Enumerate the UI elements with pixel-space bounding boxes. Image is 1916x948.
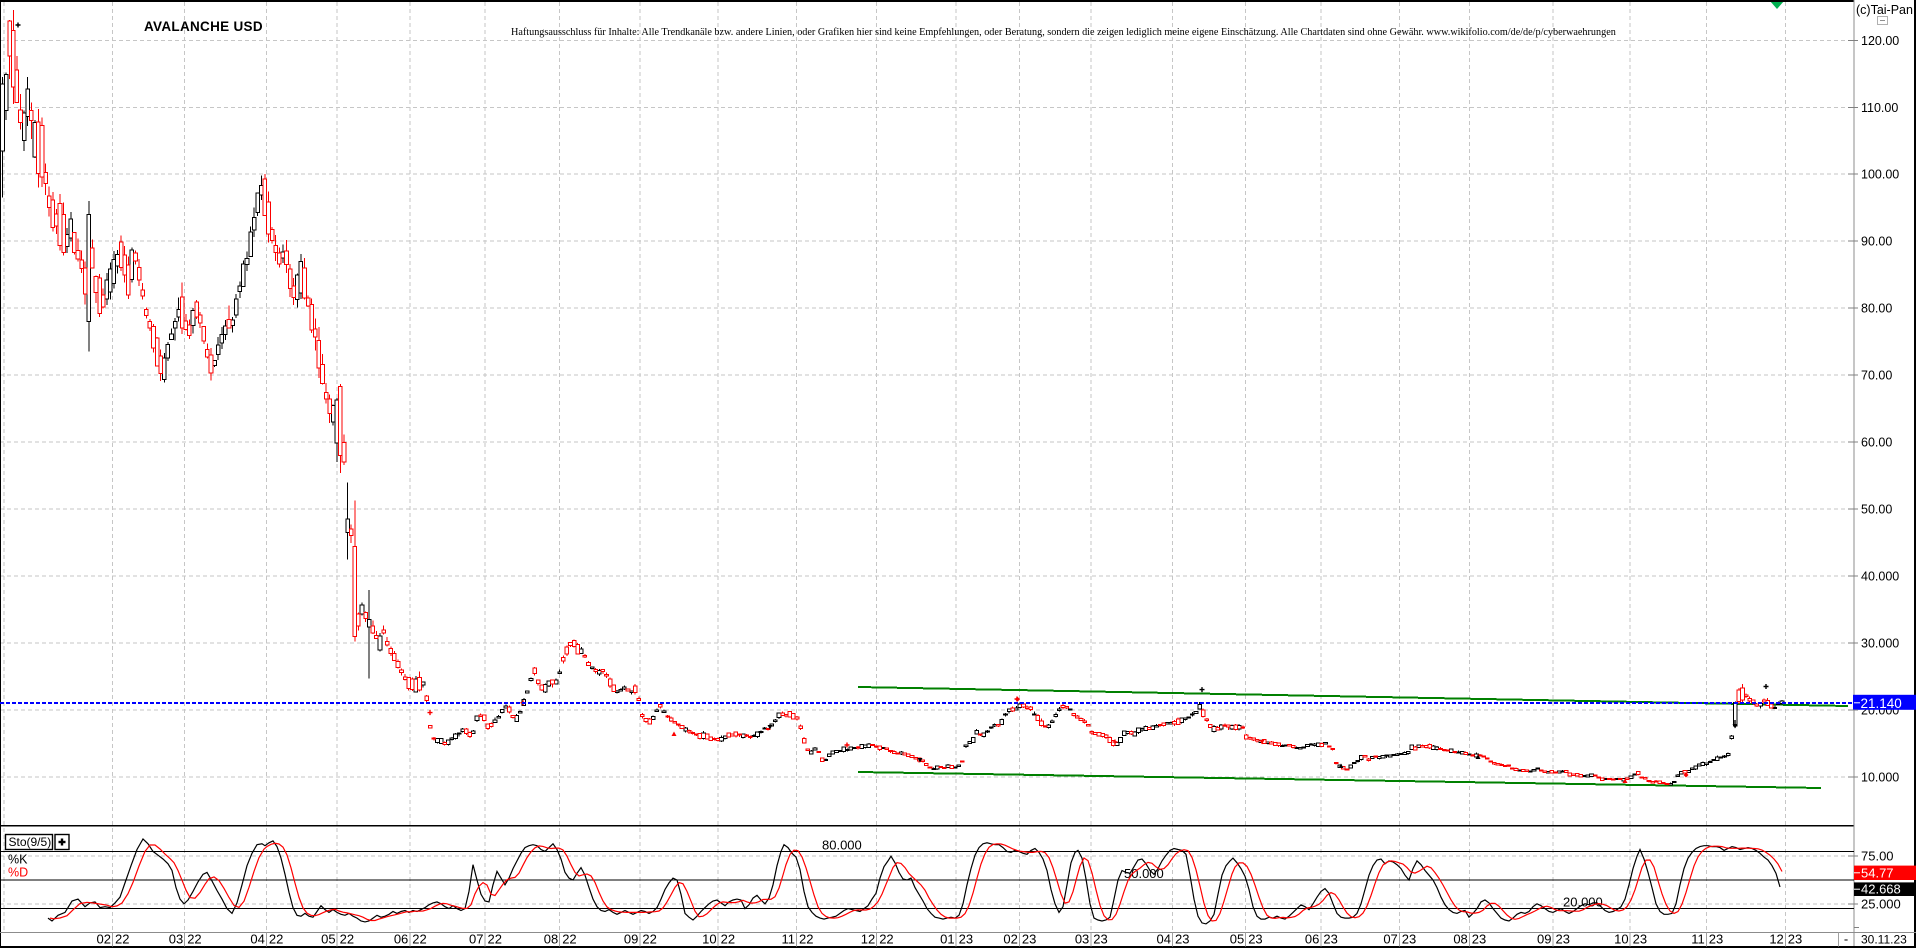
svg-text:02: 02 (97, 932, 111, 947)
svg-text:12: 12 (861, 932, 875, 947)
svg-text:23: 23 (1248, 932, 1262, 947)
svg-text:08: 08 (544, 932, 558, 947)
svg-text:23: 23 (1472, 932, 1486, 947)
svg-text:20.000: 20.000 (1563, 895, 1603, 910)
svg-text:04: 04 (1157, 932, 1171, 947)
svg-text:70.00: 70.00 (1861, 369, 1892, 383)
svg-text:23: 23 (1175, 932, 1189, 947)
svg-text:40.000: 40.000 (1861, 570, 1899, 584)
svg-text:01: 01 (940, 932, 954, 947)
svg-text:120.00: 120.00 (1861, 34, 1899, 48)
svg-text:07: 07 (1383, 932, 1397, 947)
svg-text:23: 23 (1093, 932, 1107, 947)
svg-text:22: 22 (721, 932, 735, 947)
svg-text:23: 23 (1323, 932, 1337, 947)
svg-text:22: 22 (642, 932, 656, 947)
svg-text:30.000: 30.000 (1861, 637, 1899, 651)
svg-text:06: 06 (1305, 932, 1319, 947)
svg-text:100.00: 100.00 (1861, 168, 1899, 182)
svg-text:02: 02 (1003, 932, 1017, 947)
svg-text:80.00: 80.00 (1861, 302, 1892, 316)
svg-text:60.00: 60.00 (1861, 436, 1892, 450)
svg-text:22: 22 (187, 932, 201, 947)
svg-text:23: 23 (1556, 932, 1570, 947)
svg-text:21.140: 21.140 (1861, 696, 1902, 711)
svg-text:30.11.23: 30.11.23 (1861, 933, 1907, 947)
svg-text:10.000: 10.000 (1861, 771, 1899, 785)
svg-text:110.00: 110.00 (1861, 101, 1898, 115)
svg-text:23: 23 (1788, 932, 1802, 947)
svg-text:50.000: 50.000 (1124, 866, 1164, 881)
svg-text:03: 03 (1075, 932, 1089, 947)
svg-text:-: - (1844, 932, 1848, 947)
svg-text:05: 05 (1230, 932, 1244, 947)
svg-text:10: 10 (1614, 932, 1628, 947)
svg-text:07: 07 (469, 932, 483, 947)
svg-text:09: 09 (1537, 932, 1551, 947)
svg-text:23: 23 (1633, 932, 1647, 947)
svg-text:06: 06 (394, 932, 408, 947)
svg-text:03: 03 (169, 932, 183, 947)
svg-text:75.00: 75.00 (1861, 849, 1894, 864)
svg-text:Haftungsausschluss für Inhalte: Haftungsausschluss für Inhalte: Alle Tre… (511, 27, 1616, 38)
svg-text:80.000: 80.000 (822, 837, 862, 852)
svg-text:04: 04 (250, 932, 264, 947)
svg-text:50.00: 50.00 (1861, 503, 1892, 517)
svg-text:23: 23 (1709, 932, 1723, 947)
svg-text:05: 05 (321, 932, 335, 947)
svg-text:%D: %D (8, 866, 28, 880)
svg-text:08: 08 (1453, 932, 1467, 947)
svg-text:22: 22 (799, 932, 813, 947)
svg-text:22: 22 (879, 932, 893, 947)
svg-text:AVALANCHE USD: AVALANCHE USD (144, 19, 263, 34)
svg-text:22: 22 (562, 932, 576, 947)
svg-text:10: 10 (702, 932, 716, 947)
svg-text:23: 23 (1022, 932, 1036, 947)
svg-text:Sto(9/5): Sto(9/5) (9, 835, 52, 849)
svg-text:54.77: 54.77 (1861, 866, 1894, 881)
svg-text:23: 23 (959, 932, 973, 947)
svg-text:23: 23 (1402, 932, 1416, 947)
svg-text:11: 11 (1691, 932, 1705, 947)
svg-text:22: 22 (269, 932, 283, 947)
svg-text:(c)Tai-Pan: (c)Tai-Pan (1856, 3, 1913, 17)
svg-text:22: 22 (115, 932, 129, 947)
svg-text:22: 22 (340, 932, 354, 947)
svg-text:%K: %K (8, 853, 28, 867)
svg-text:22: 22 (488, 932, 502, 947)
svg-text:22: 22 (412, 932, 426, 947)
svg-text:09: 09 (624, 932, 638, 947)
svg-text:11: 11 (782, 932, 796, 947)
svg-text:12: 12 (1769, 932, 1783, 947)
svg-text:42.668: 42.668 (1861, 882, 1901, 897)
svg-text:90.00: 90.00 (1861, 235, 1892, 249)
svg-text:25.000: 25.000 (1861, 896, 1901, 911)
